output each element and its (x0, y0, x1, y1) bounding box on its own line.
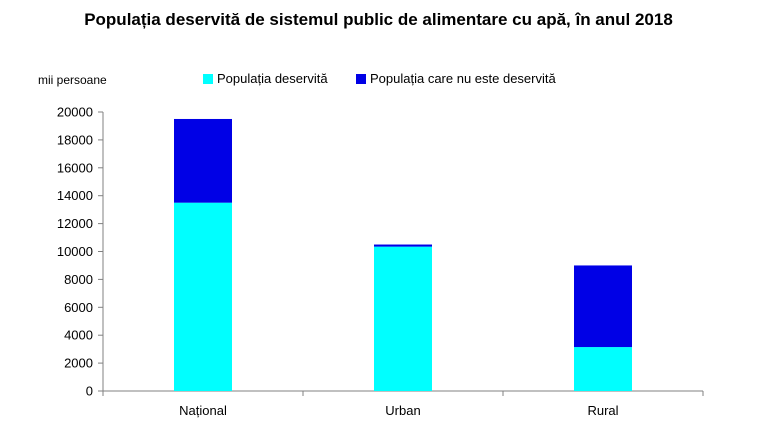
bar-served (574, 347, 632, 391)
y-tick-label: 12000 (57, 216, 93, 231)
chart-title: Populația deservită de sistemul public d… (84, 10, 673, 29)
bar-unserved (174, 118, 232, 203)
bar-served (174, 202, 232, 391)
y-tick-label: 6000 (64, 300, 93, 315)
bar-served (374, 246, 432, 391)
y-tick-label: 0 (86, 384, 93, 399)
y-tick-label: 20000 (57, 105, 93, 120)
y-tick-label: 18000 (57, 132, 93, 147)
x-tick-label: Național (179, 403, 227, 418)
legend-label-served: Populația deservită (217, 71, 328, 86)
legend-swatch-unserved (356, 73, 366, 84)
y-axis-label: mii persoane (38, 73, 107, 87)
bar-unserved (574, 265, 632, 348)
legend-item-served: Populația deservită (203, 71, 328, 86)
y-tick-label: 4000 (64, 328, 93, 343)
y-tick-label: 16000 (57, 160, 93, 175)
bar-unserved (374, 244, 432, 247)
y-tick-label: 10000 (57, 244, 93, 259)
legend: Populația deservită Populația care nu es… (0, 71, 757, 91)
y-tick-label: 2000 (64, 356, 93, 371)
legend-item-unserved: Populația care nu este deservită (356, 71, 556, 86)
legend-swatch-served (203, 73, 213, 84)
y-tick-label: 8000 (64, 272, 93, 287)
x-tick-label: Rural (587, 403, 618, 418)
x-tick-label: Urban (385, 403, 420, 418)
legend-label-unserved: Populația care nu este deservită (370, 71, 556, 86)
y-tick-label: 14000 (57, 188, 93, 203)
